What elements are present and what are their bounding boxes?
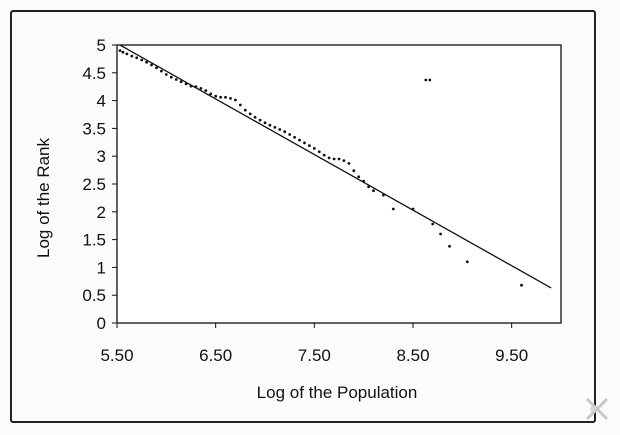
data-point [199,87,203,90]
y-tick-label: 0 [97,314,106,333]
data-point [347,162,351,165]
data-point [209,92,213,96]
data-point [431,222,435,226]
data-point [204,89,208,92]
y-tick-label: 2.5 [82,175,106,194]
data-point [121,50,125,54]
watermark-x-logo [585,397,609,421]
data-point [155,66,158,70]
data-point [194,85,198,89]
data-point [174,78,178,81]
data-point [382,193,385,197]
y-axis-ticks: 0 0.5 1 1.5 2 2.5 3 3.5 4 4.5 5 [82,36,117,333]
y-tick-label: 2 [97,203,106,222]
data-point [214,94,218,98]
data-point [439,232,442,236]
data-point [391,207,395,211]
data-point [263,121,267,125]
data-point [411,207,415,211]
data-point [322,153,326,157]
y-tick-label: 3 [97,147,106,166]
data-point [169,75,173,79]
data-point [118,49,122,52]
data-point [352,169,356,173]
data-point [258,118,262,122]
data-point [248,112,252,116]
data-point [184,82,188,86]
data-point [342,159,346,163]
data-point [253,115,257,119]
x-tick-label: 7.50 [298,346,331,365]
y-tick-label: 4 [97,92,106,111]
data-point [130,54,134,58]
x-axis-title: Log of the Population [257,383,418,402]
x-tick-label: 9.50 [495,346,528,365]
data-point [372,189,375,193]
data-point [229,97,232,100]
data-point [362,179,366,183]
data-point [428,78,432,82]
data-point [332,157,336,161]
data-point [140,58,144,62]
data-point [224,95,227,99]
x-tick-label: 5.50 [100,346,133,365]
y-tick-label: 0.5 [82,286,106,305]
data-point [268,123,272,127]
x-tick-label: 8.50 [396,346,429,365]
y-tick-label: 4.5 [82,64,106,83]
data-point [150,63,153,67]
data-point [337,157,341,161]
data-point [135,56,139,60]
data-point [145,60,149,64]
data-point [520,283,523,287]
y-tick-label: 3.5 [82,119,106,138]
data-point [367,185,370,189]
y-axis-title: Log of the Rank [34,137,53,258]
data-point [317,150,321,154]
data-point [448,244,451,248]
data-point [303,141,306,145]
data-point [465,260,469,264]
data-point [273,125,277,129]
y-tick-label: 5 [97,36,106,55]
plot-area [116,44,562,324]
data-point [308,144,311,148]
data-point [288,133,292,136]
data-point [312,147,316,150]
data-point [283,130,287,134]
data-point [278,128,282,131]
data-point [424,78,428,82]
data-point [189,84,193,88]
data-point [298,138,301,142]
y-tick-label: 1.5 [82,231,106,250]
data-point [219,95,223,99]
chart-frame [10,10,596,423]
x-axis-ticks: 5.50 6.50 7.50 8.50 9.50 [100,323,528,365]
data-point [357,175,361,179]
data-point [238,103,242,107]
y-tick-label: 1 [97,258,106,277]
data-points [118,49,523,287]
data-point [234,98,237,102]
data-point [160,69,163,73]
data-point [125,52,129,56]
x-tick-label: 6.50 [199,346,232,365]
data-point [179,80,183,84]
data-point [327,156,331,160]
data-point [293,135,296,139]
data-point [243,108,247,112]
data-point [164,73,168,76]
